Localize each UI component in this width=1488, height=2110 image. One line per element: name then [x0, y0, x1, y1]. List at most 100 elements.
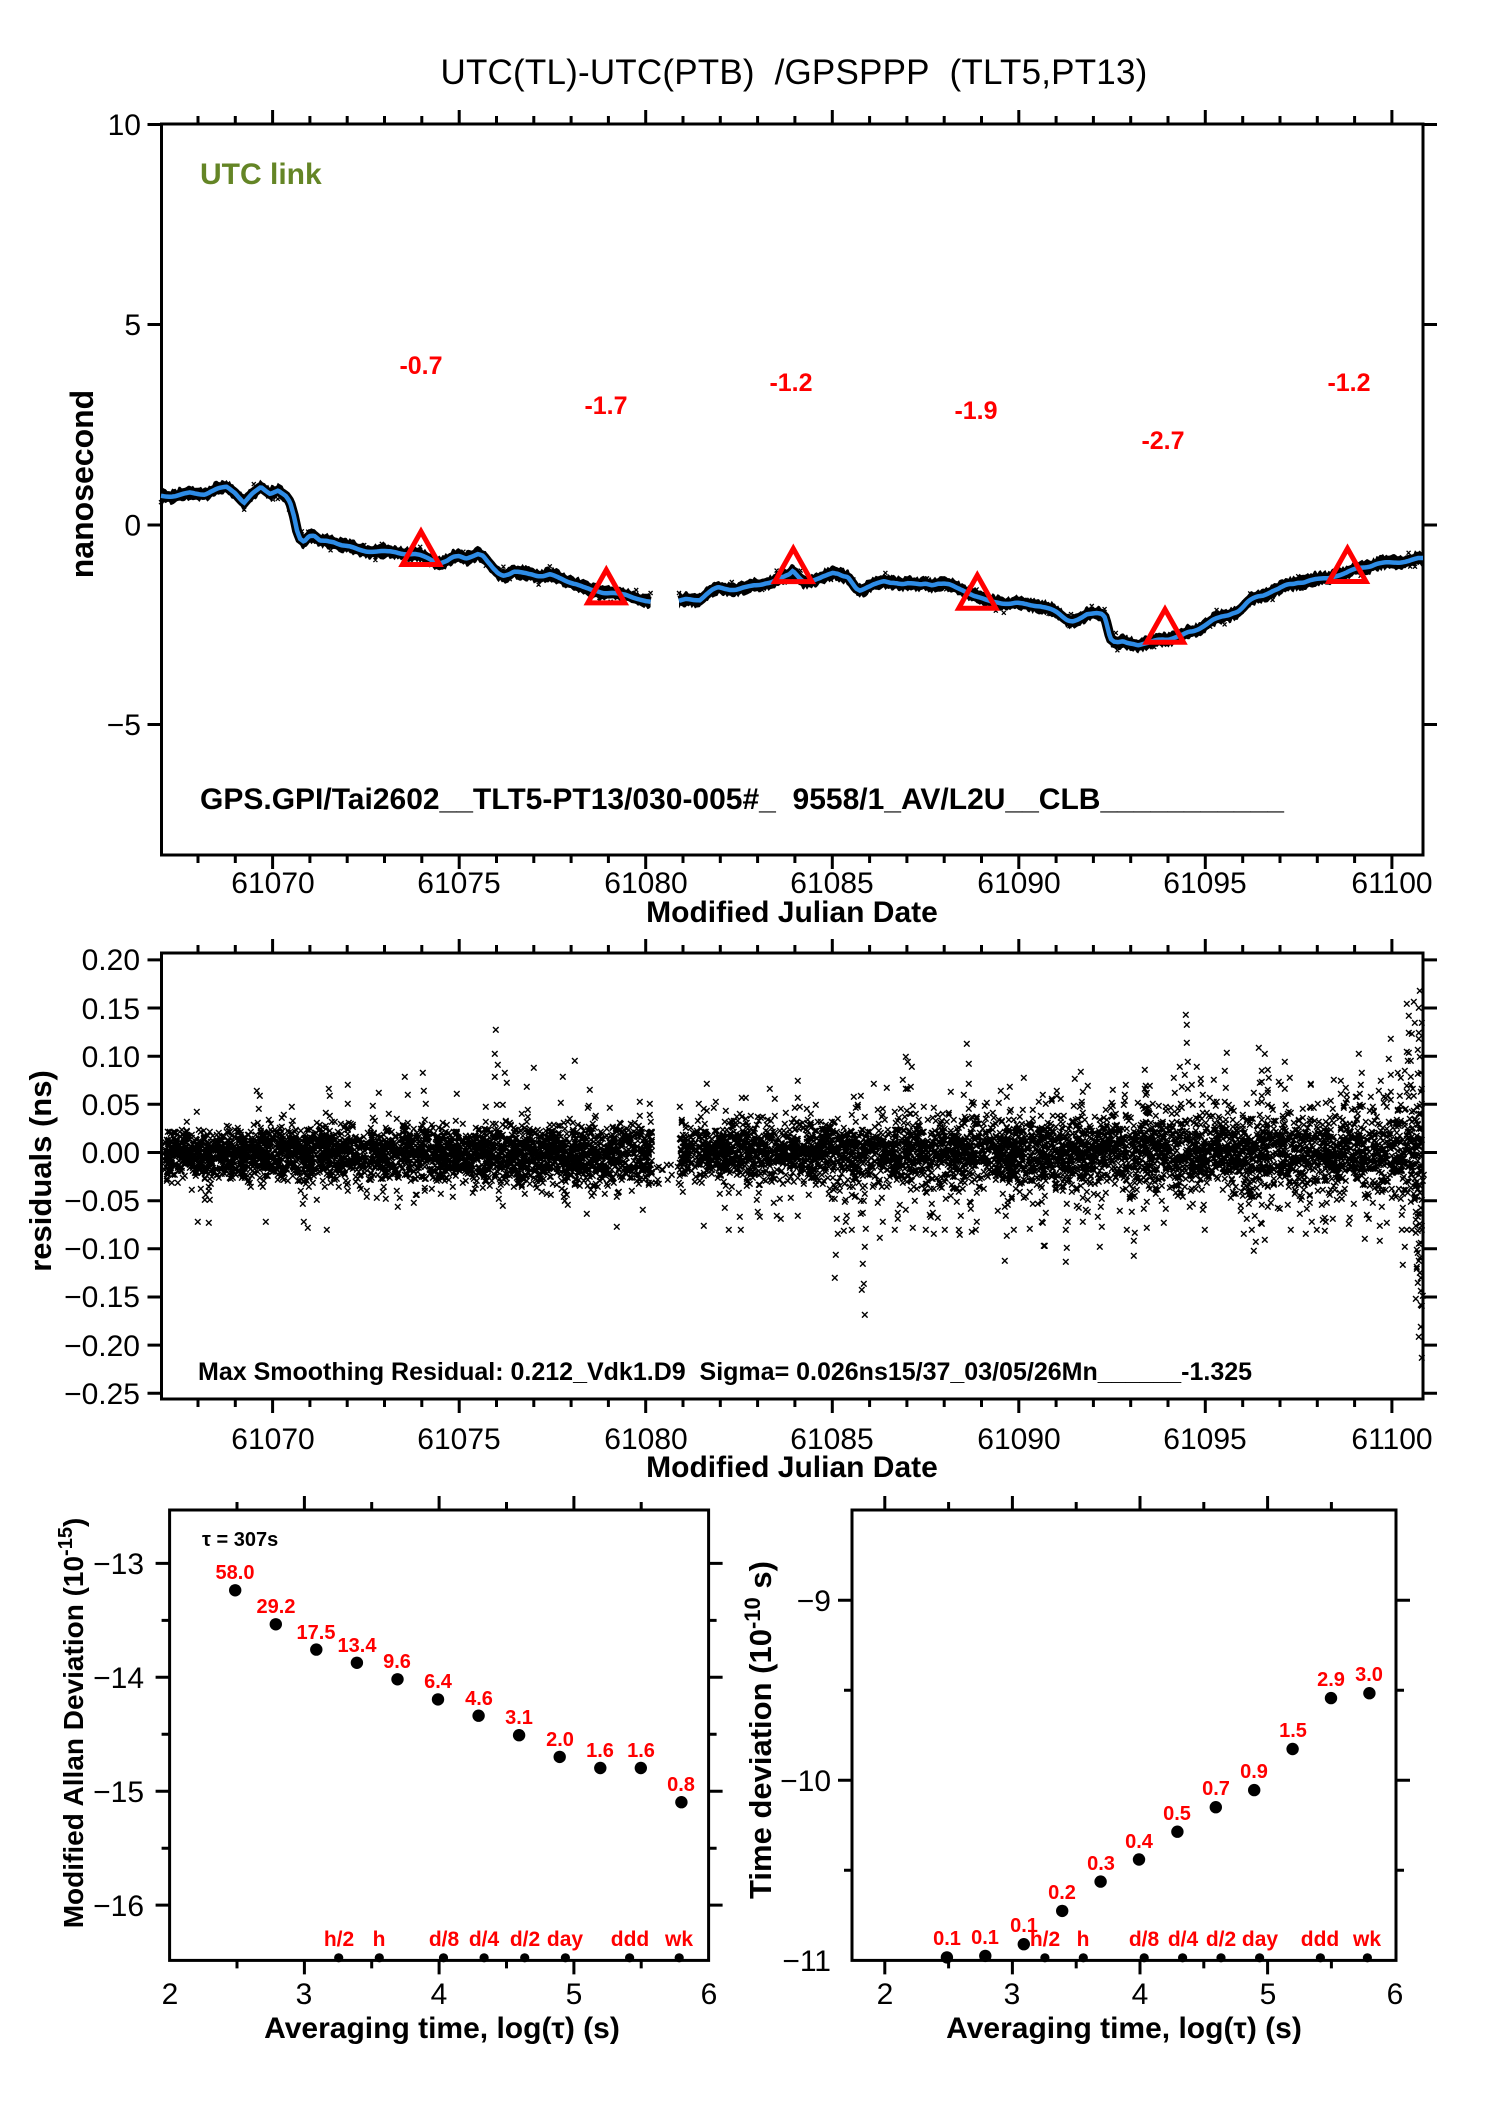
svg-text:3: 3: [296, 1978, 313, 2011]
svg-text:3: 3: [1004, 1978, 1021, 2011]
svg-text:61085: 61085: [790, 1423, 873, 1456]
svg-text:−10: −10: [780, 1765, 831, 1798]
svg-text:−0.10: −0.10: [64, 1233, 140, 1266]
svg-text:17.5: 17.5: [297, 1622, 336, 1644]
svg-text:d/8: d/8: [1129, 1928, 1160, 1951]
svg-text:0.4: 0.4: [1125, 1831, 1154, 1853]
svg-text:0.5: 0.5: [1163, 1803, 1191, 1825]
svg-text:0.20: 0.20: [82, 944, 140, 977]
svg-text:wk: wk: [664, 1928, 693, 1951]
svg-text:1.6: 1.6: [586, 1740, 614, 1762]
svg-text:h: h: [1077, 1928, 1090, 1951]
svg-text:13.4: 13.4: [338, 1635, 378, 1657]
svg-text:-2.7: -2.7: [1141, 427, 1184, 455]
svg-text:1.6: 1.6: [627, 1740, 655, 1762]
svg-text:wk: wk: [1352, 1928, 1381, 1951]
svg-text:−0.15: −0.15: [64, 1281, 140, 1314]
svg-text:2: 2: [877, 1978, 894, 2011]
svg-text:61075: 61075: [417, 1423, 500, 1456]
svg-text:61080: 61080: [604, 867, 687, 900]
svg-text:h/2: h/2: [1030, 1928, 1060, 1951]
svg-text:0.2: 0.2: [1048, 1882, 1076, 1904]
svg-text:4: 4: [1132, 1978, 1149, 2011]
svg-text:Modified Julian Date: Modified Julian Date: [646, 896, 938, 929]
svg-text:−0.25: −0.25: [64, 1378, 140, 1411]
svg-text:1.5: 1.5: [1279, 1720, 1307, 1742]
svg-text:−0.05: −0.05: [64, 1185, 140, 1218]
svg-text:61070: 61070: [231, 867, 314, 900]
svg-text:GPS.GPI/Tai2602__TLT5-PT13/030: GPS.GPI/Tai2602__TLT5-PT13/030-005#_ 955…: [200, 783, 1284, 816]
svg-text:d/2: d/2: [1206, 1928, 1236, 1951]
svg-text:10: 10: [108, 109, 141, 142]
svg-text:0.15: 0.15: [82, 993, 140, 1026]
svg-text:9.6: 9.6: [383, 1651, 411, 1673]
svg-text:d/2: d/2: [510, 1928, 540, 1951]
svg-text:Modified Allan Deviation (10-1: Modified Allan Deviation (10-15): [55, 1518, 89, 1929]
svg-text:0.1: 0.1: [933, 1928, 961, 1950]
svg-text:3.0: 3.0: [1355, 1664, 1383, 1686]
svg-text:61090: 61090: [977, 1423, 1060, 1456]
svg-text:6: 6: [701, 1978, 718, 2011]
svg-text:0.05: 0.05: [82, 1089, 140, 1122]
svg-text:day: day: [1242, 1928, 1279, 1951]
svg-text:nanosecond: nanosecond: [64, 390, 100, 578]
svg-text:2: 2: [162, 1978, 179, 2011]
svg-text:−5: −5: [107, 709, 141, 742]
svg-text:6.4: 6.4: [424, 1671, 453, 1693]
svg-text:0.1: 0.1: [1010, 1915, 1038, 1937]
svg-text:61080: 61080: [604, 1423, 687, 1456]
svg-text:-0.7: -0.7: [399, 352, 442, 380]
svg-text:0.10: 0.10: [82, 1041, 140, 1074]
svg-text:residuals (ns): residuals (ns): [23, 1070, 58, 1272]
svg-text:3.1: 3.1: [505, 1707, 533, 1729]
svg-text:61095: 61095: [1163, 1423, 1246, 1456]
svg-text:d/4: d/4: [1168, 1928, 1199, 1951]
svg-text:4: 4: [431, 1978, 448, 2011]
svg-text:−16: −16: [93, 1890, 144, 1923]
svg-text:0: 0: [124, 510, 141, 543]
svg-text:61075: 61075: [417, 867, 500, 900]
svg-text:h/2: h/2: [324, 1928, 354, 1951]
svg-text:UTC(TL)-UTC(PTB) /GPSPPP (TL: UTC(TL)-UTC(PTB) /GPSPPP (TLT5,PT13): [440, 53, 1147, 92]
svg-text:d/4: d/4: [469, 1928, 500, 1951]
svg-text:0.1: 0.1: [971, 1927, 999, 1949]
svg-text:τ = 307s: τ = 307s: [202, 1529, 278, 1551]
svg-text:h: h: [373, 1928, 386, 1951]
svg-text:ddd: ddd: [1301, 1928, 1339, 1951]
svg-text:61090: 61090: [977, 867, 1060, 900]
svg-text:ddd: ddd: [611, 1928, 649, 1951]
svg-text:−14: −14: [93, 1662, 144, 1695]
svg-text:61100: 61100: [1351, 1423, 1432, 1456]
svg-text:day: day: [547, 1928, 584, 1951]
svg-text:61070: 61070: [231, 1423, 314, 1456]
svg-text:−11: −11: [782, 1945, 831, 1978]
svg-text:29.2: 29.2: [257, 1596, 296, 1618]
svg-text:2.9: 2.9: [1317, 1669, 1345, 1691]
svg-text:61100: 61100: [1351, 867, 1432, 900]
svg-text:6: 6: [1387, 1978, 1404, 2011]
svg-text:0.9: 0.9: [1240, 1761, 1268, 1783]
svg-text:d/8: d/8: [429, 1928, 460, 1951]
svg-text:5: 5: [1260, 1978, 1277, 2011]
svg-text:5: 5: [124, 309, 141, 342]
svg-text:Averaging time, log(τ) (s): Averaging time, log(τ) (s): [946, 2012, 1302, 2045]
svg-text:4.6: 4.6: [465, 1688, 493, 1710]
svg-text:−9: −9: [797, 1585, 831, 1618]
svg-text:−13: −13: [93, 1548, 144, 1581]
svg-text:61095: 61095: [1163, 867, 1246, 900]
svg-text:−0.20: −0.20: [64, 1330, 140, 1363]
svg-text:UTC link: UTC link: [200, 158, 322, 191]
svg-text:0.8: 0.8: [667, 1774, 695, 1796]
svg-text:0.7: 0.7: [1202, 1778, 1230, 1800]
svg-text:-1.2: -1.2: [769, 369, 812, 397]
svg-text:-1.9: -1.9: [954, 397, 997, 425]
svg-text:2.0: 2.0: [546, 1729, 574, 1751]
svg-text:58.0: 58.0: [216, 1562, 255, 1584]
svg-text:61085: 61085: [790, 867, 873, 900]
svg-text:−15: −15: [93, 1776, 144, 1809]
svg-text:0.3: 0.3: [1087, 1853, 1115, 1875]
svg-text:Max Smoothing Residual: 0.212_: Max Smoothing Residual: 0.212_Vdk1.D9 Si…: [198, 1358, 1252, 1386]
svg-text:0.00: 0.00: [82, 1137, 140, 1170]
svg-text:Averaging time, log(τ) (s): Averaging time, log(τ) (s): [264, 2012, 620, 2045]
svg-text:-1.7: -1.7: [584, 392, 627, 420]
